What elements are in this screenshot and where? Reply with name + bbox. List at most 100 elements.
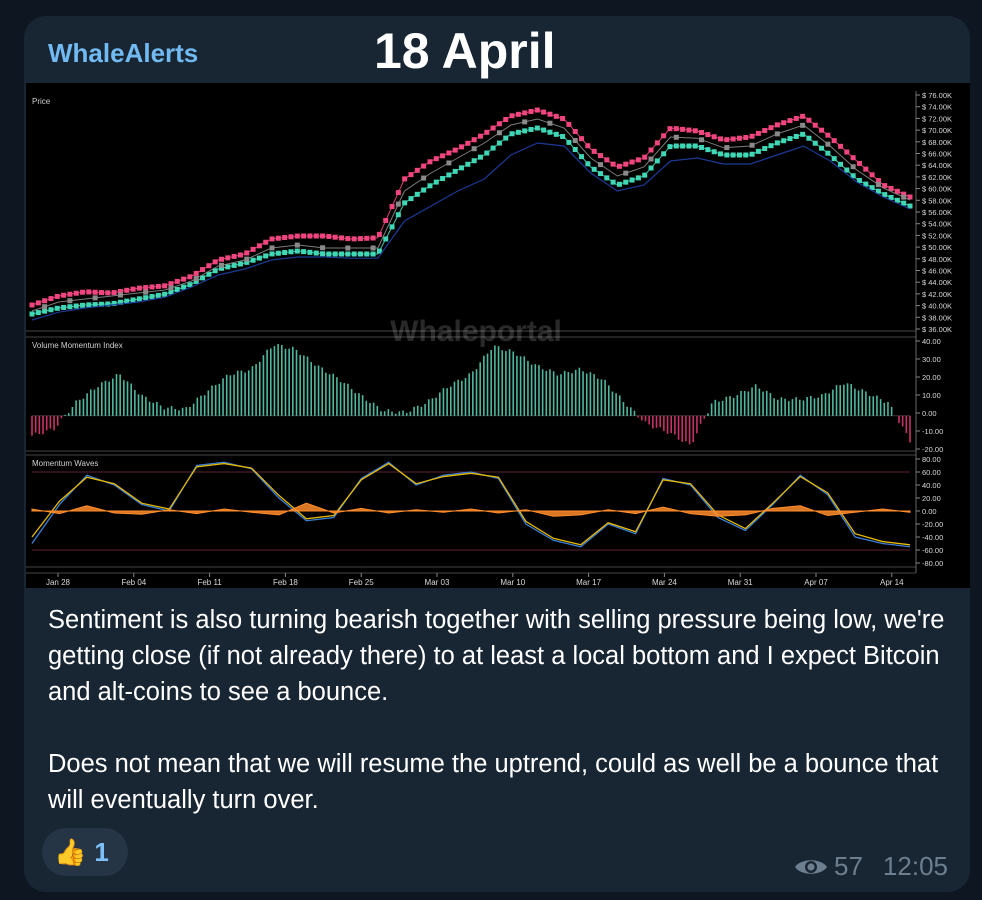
price-marker — [427, 183, 433, 189]
price-marker — [812, 122, 818, 128]
price-marker — [541, 127, 547, 133]
price-marker — [86, 289, 92, 295]
price-marker — [168, 285, 174, 291]
chart-svg: Price $ 76.00K $ 74.00K $ 72.00K $ 70.00K $ 6… — [26, 91, 952, 587]
price-marker — [667, 144, 673, 150]
y-tick-label: $ 44.00K — [922, 278, 952, 287]
price-marker — [288, 234, 294, 240]
price-marker — [174, 287, 180, 293]
price-marker — [193, 278, 199, 284]
panel-label: Price — [32, 97, 51, 106]
price-marker — [749, 151, 755, 157]
price-marker — [275, 250, 281, 256]
price-marker — [901, 194, 907, 200]
price-marker — [894, 188, 900, 194]
price-marker — [193, 270, 199, 276]
y-tick-label: $ 70.00K — [922, 126, 952, 135]
price-marker — [200, 275, 206, 281]
price-marker — [863, 166, 869, 172]
price-marker — [762, 128, 768, 134]
price-series-line — [31, 118, 911, 312]
price-marker — [894, 197, 900, 203]
price-marker — [187, 282, 193, 288]
price-marker — [244, 256, 250, 262]
price-marker — [673, 134, 679, 140]
price-marker — [534, 107, 540, 113]
price-marker — [471, 158, 477, 164]
price-marker — [149, 284, 155, 290]
price-marker — [206, 263, 212, 269]
price-marker — [357, 236, 363, 242]
price-marker — [806, 117, 812, 123]
price-marker — [806, 135, 812, 141]
price-marker — [465, 140, 471, 146]
price-marker — [155, 292, 161, 298]
price-marker — [124, 298, 130, 304]
price-marker — [623, 170, 629, 176]
panel-label: Volume Momentum Index — [32, 341, 123, 350]
price-marker — [433, 179, 439, 185]
price-marker — [54, 293, 60, 299]
price-marker — [566, 139, 572, 145]
price-marker — [825, 150, 831, 156]
price-marker — [648, 165, 654, 171]
reaction-button[interactable]: 👍 1 — [42, 828, 128, 876]
price-marker — [863, 181, 869, 187]
price-marker — [774, 122, 780, 128]
price-marker — [477, 133, 483, 139]
price-marker — [838, 143, 844, 149]
message-text: Sentiment is also turning bearish togeth… — [48, 602, 948, 854]
price-marker — [80, 289, 86, 295]
y-tick-label: 40.00 — [922, 337, 941, 346]
wave-line — [31, 461, 911, 548]
price-marker — [427, 159, 433, 165]
y-tick-label: $ 76.00K — [922, 91, 952, 100]
chart-image[interactable]: Price $ 76.00K $ 74.00K $ 72.00K $ 70.00K $ 6… — [26, 83, 970, 588]
x-tick-label: Jan 28 — [46, 578, 71, 587]
price-marker — [67, 298, 73, 304]
price-marker — [699, 144, 705, 150]
price-marker — [907, 203, 913, 209]
price-marker — [869, 185, 875, 191]
y-tick-label: -60.00 — [922, 546, 943, 555]
price-marker — [471, 137, 477, 143]
y-tick-label: $ 60.00K — [922, 185, 952, 194]
x-tick-label: Mar 17 — [576, 578, 601, 587]
price-marker — [711, 149, 717, 155]
price-marker — [364, 251, 370, 257]
y-tick-label: 40.00 — [922, 481, 941, 490]
price-marker — [218, 262, 224, 268]
price-marker — [585, 143, 591, 149]
price-marker — [831, 138, 837, 144]
sender-name[interactable]: WhaleAlerts — [48, 38, 199, 68]
price-marker — [635, 157, 641, 163]
price-marker — [528, 126, 534, 132]
price-marker — [522, 110, 528, 116]
price-marker — [484, 129, 490, 135]
message-meta: 57 12:05 — [794, 851, 948, 882]
message-bubble: WhaleAlerts 18 April Price $ 76.00K $ 74.0… — [24, 16, 970, 892]
price-marker — [831, 156, 837, 162]
price-marker — [370, 235, 376, 241]
price-marker — [351, 251, 357, 257]
price-marker — [244, 250, 250, 256]
price-marker — [503, 116, 509, 122]
price-marker — [301, 233, 307, 239]
y-tick-label: -80.00 — [922, 559, 943, 568]
y-tick-label: $ 40.00K — [922, 302, 952, 311]
price-marker — [654, 158, 660, 164]
price-marker — [376, 248, 382, 254]
price-marker — [29, 302, 35, 308]
price-marker — [446, 160, 452, 166]
x-tick-label: Mar 24 — [652, 578, 677, 587]
price-marker — [819, 127, 825, 133]
price-marker — [206, 271, 212, 277]
price-marker — [604, 175, 610, 181]
price-marker — [357, 251, 363, 257]
price-marker — [29, 311, 35, 317]
y-tick-label: $ 66.00K — [922, 150, 952, 159]
price-marker — [585, 161, 591, 167]
price-marker — [275, 235, 281, 241]
price-marker — [326, 251, 332, 257]
price-marker — [869, 172, 875, 178]
